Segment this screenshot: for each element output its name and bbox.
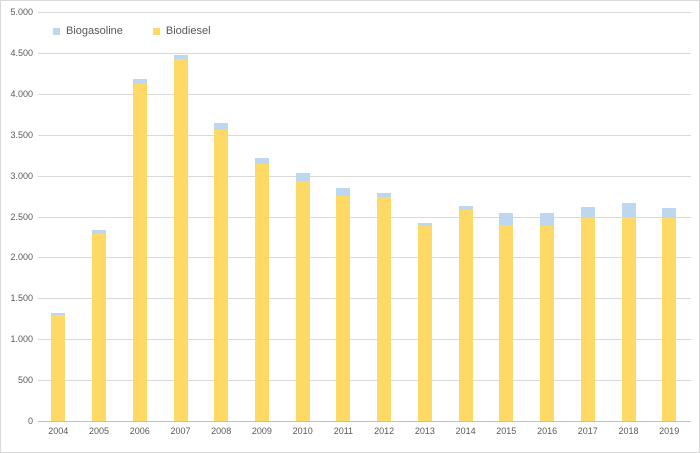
x-axis-line [38,421,691,422]
x-axis-tick-label: 2008 [211,426,232,436]
bar-segment-biodiesel-2005 [92,233,106,421]
bar-segment-biogasoline-2014 [458,205,473,210]
y-axis-tick-label: 4.000 [10,88,33,99]
bar-segment-biodiesel-2014 [458,210,473,421]
bar-segment-biodiesel-2006 [132,84,147,421]
gridline-3.000 [38,175,691,177]
y-axis-tick-label: 0 [27,416,33,426]
gridline-4.000 [38,93,691,95]
biodiesel-legend-marker-icon [152,27,160,35]
x-axis-tick-label: 2013 [414,426,435,436]
bar-segment-biodiesel-2017 [580,218,595,421]
bar-segment-biogasoline-2012 [377,192,392,197]
legend: Biogasoline Biodiesel [53,25,211,37]
bar-segment-biogasoline-2007 [173,54,188,60]
gridline-3.500 [38,134,691,136]
bar-segment-biodiesel-2009 [254,164,269,421]
x-axis-tick-label: 2015 [496,426,517,436]
x-axis-tick-label: 2016 [537,426,558,436]
gridline-4.500 [38,52,691,54]
gridline-1.000 [38,339,691,341]
bar-segment-biogasoline-2018 [621,203,636,217]
y-axis-tick-label: 5.000 [10,7,33,17]
y-axis-tick-label: 1.500 [10,293,33,304]
bar-segment-biogasoline-2006 [132,79,147,84]
bar-segment-biodiesel-2008 [214,130,229,421]
x-axis-tick-label: 2006 [129,426,150,436]
bar-segment-biogasoline-2019 [662,207,677,219]
bar-segment-biogasoline-2009 [254,158,269,165]
bar-segment-biogasoline-2015 [499,213,514,226]
bar-segment-biodiesel-2015 [499,225,514,421]
bar-segment-biogasoline-2008 [214,123,229,131]
biodiesel-legend-label: Biodiesel [165,25,211,37]
gridline-2.000 [38,257,691,259]
bar-segment-biodiesel-2012 [377,196,392,421]
legend-item-biogasoline: Biogasoline [53,25,123,37]
x-axis-tick-label: 2019 [659,426,680,436]
x-axis-tick-label: 2004 [48,426,69,436]
x-axis-tick-label: 2010 [292,426,313,436]
bar-segment-biogasoline-2004 [51,312,66,315]
y-axis-tick-label: 3.000 [10,170,33,181]
x-axis-tick-label: 2005 [88,426,110,436]
x-axis-tick-label: 2011 [333,426,354,436]
y-axis-tick-label: 1.000 [10,334,33,345]
y-axis-tick-label: 2.000 [10,252,33,263]
bar-segment-biodiesel-2013 [417,225,432,421]
legend-item-biodiesel: Biodiesel [152,25,211,37]
bar-segment-biogasoline-2016 [540,212,555,226]
bar-segment-biodiesel-2016 [540,225,555,421]
bar-segment-biodiesel-2010 [295,181,310,421]
bar-segment-biodiesel-2007 [173,59,188,421]
y-axis-tick-label: 4.500 [10,47,33,58]
bar-segment-biogasoline-2005 [92,230,106,234]
bar-segment-biogasoline-2013 [417,222,432,226]
y-axis-tick-label: 3.500 [10,129,33,140]
gridline-2.500 [38,216,691,218]
bar-segment-biodiesel-2019 [662,218,677,421]
biogasoline-legend-marker-icon [53,27,60,35]
x-axis-tick-label: 2007 [170,426,191,436]
bar-segment-biogasoline-2017 [580,207,595,219]
x-axis-tick-label: 2018 [618,426,639,436]
x-axis-tick-label: 2009 [251,426,272,436]
bar-segment-biodiesel-2011 [336,196,351,421]
gridline-5.000 [38,12,691,13]
x-axis-tick-label: 2014 [455,426,476,436]
y-axis-tick-label: 2.500 [10,211,33,222]
bar-segment-biogasoline-2010 [295,172,310,182]
x-axis-tick-label: 2012 [374,426,395,436]
gridline-1.500 [38,298,691,300]
bar-segment-biodiesel-2004 [51,314,66,421]
x-axis-tick-label: 2017 [577,426,598,436]
biogasoline-legend-label: Biogasoline [66,25,123,37]
bar-segment-biodiesel-2018 [621,216,636,421]
bar-segment-biogasoline-2011 [336,187,351,197]
gridline-500 [38,380,691,382]
y-axis-tick-label: 500 [17,375,33,386]
